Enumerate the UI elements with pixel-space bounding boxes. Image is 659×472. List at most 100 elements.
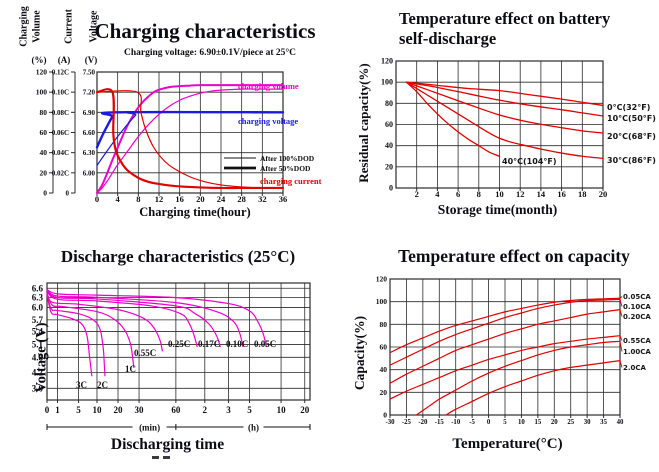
x-tick-label: 1	[55, 405, 60, 415]
x-tick-label: -5	[469, 419, 475, 426]
x-tick-label: 20	[551, 419, 558, 426]
x-tick-label: 32	[258, 194, 267, 204]
curve-label: charging voltage	[238, 116, 298, 126]
x-tick-label: 10	[518, 419, 525, 426]
series-1.00ca	[415, 340, 621, 416]
x-tick-label: 4	[435, 189, 440, 199]
x-tick-label: 0	[45, 405, 50, 415]
series-10-c-50-f-	[405, 81, 604, 117]
y-tick-label: 5.7	[32, 315, 44, 325]
selfdischarge-xaxis-label: Storage time(month)	[437, 202, 558, 217]
volume-axis-unit: (%)	[31, 55, 47, 65]
x-tick-label: 12	[155, 194, 164, 204]
series-0.55c	[46, 291, 163, 352]
y-tick-label: 100	[376, 297, 388, 306]
x-tick-label: 16	[175, 194, 184, 204]
curve-label: 2C	[97, 380, 108, 390]
y-tick-label: 120	[381, 57, 393, 66]
x-tick-label: 60	[171, 405, 181, 415]
y-tick-label: 40	[40, 148, 48, 157]
x-tick-label: 3	[226, 405, 231, 415]
y-tick-label: 60	[40, 128, 48, 137]
y-tick-label: 0	[383, 411, 387, 420]
y-tick-label: 80	[385, 99, 393, 108]
capacity-yaxis-label: Capacity(%)	[352, 315, 367, 391]
series-0.10c	[46, 289, 244, 348]
y-tick-label: 0	[43, 189, 47, 198]
y-tick-label: 80	[40, 108, 48, 117]
y-tick-label: 3.0	[32, 383, 44, 393]
y-tick-label: 0.04C	[52, 149, 69, 157]
y-tick-label: 40	[380, 365, 388, 374]
curve-label: 2.0CA	[623, 364, 647, 372]
label-leader-line	[619, 296, 623, 299]
y-tick-label: 5.1	[32, 339, 44, 349]
current-axis-unit: (A)	[57, 55, 71, 65]
y-tick-label: 7.50	[83, 69, 96, 77]
series-30-c-86-f-	[405, 81, 604, 160]
x-tick-label: 2	[415, 189, 419, 199]
series-0-c-32-f-	[405, 81, 604, 107]
capacity-xaxis-label: Temperature(°C)	[452, 436, 563, 452]
y-tick-label: 6.6	[32, 283, 44, 293]
x-tick-label: 30	[584, 419, 591, 426]
x-tick-label: 10	[92, 405, 102, 415]
y-tick-label: 7.20	[83, 89, 96, 97]
y-tick-label: 0	[66, 190, 70, 198]
x-tick-label: 5	[503, 419, 507, 426]
y-tick-label: 6.60	[83, 129, 96, 137]
x-tick-label: 16	[557, 189, 566, 199]
x-tick-label: 5	[76, 405, 81, 415]
selfdischarge-yaxis-label: Residual capacity(%)	[356, 63, 371, 183]
series-0.05c	[46, 288, 267, 348]
y-tick-label: 20	[40, 168, 48, 177]
plot-frame	[389, 278, 621, 416]
y-tick-label: 20	[385, 162, 393, 171]
x-tick-label: 8	[477, 189, 481, 199]
legend-label: After 100%DOD	[260, 154, 315, 163]
series-1c	[46, 292, 135, 369]
series-2.0ca	[445, 360, 621, 416]
charging-xaxis-label: Charging time(hour)	[139, 205, 251, 219]
capacity-chart-title: Temperature effect on capacity	[398, 246, 630, 266]
charging-chart-title: Charging characteristics	[94, 19, 316, 43]
y-tick-label: 100	[381, 78, 393, 87]
x-tick-label: 0	[95, 194, 99, 204]
x-tick-label: 20	[599, 189, 608, 199]
y-tick-label: 0.06C	[52, 129, 69, 137]
series-charging-voltage-after-100%dod	[96, 111, 284, 167]
charging-volume-axis-title-line2: Volume	[31, 10, 43, 43]
x-tick-label: 28	[237, 194, 246, 204]
x-tick-label: 6	[456, 189, 460, 199]
x-tick-label: 10	[495, 189, 504, 199]
x-tick-label: 40	[617, 419, 624, 426]
series-3c	[46, 293, 93, 377]
label-leader-line	[619, 299, 623, 307]
x-tick-label: 12	[516, 189, 525, 199]
y-tick-label: 6.90	[83, 109, 96, 117]
x-tick-label: 15	[534, 419, 541, 426]
x-tick-label: 20	[196, 194, 205, 204]
y-tick-label: 60	[385, 120, 393, 129]
charging-chart-subtitle: Charging voltage: 6.90±0.1V/piece at 25°…	[123, 48, 297, 58]
curve-label: 1C	[125, 364, 136, 374]
series-20-c-68-f-	[405, 81, 604, 134]
curve-label: 0.17C	[198, 339, 220, 349]
current-axis-title: Current	[63, 9, 75, 44]
series-40-c-104-f-	[405, 81, 501, 157]
plot-frame	[46, 282, 311, 401]
x-tick-label: -30	[385, 419, 395, 426]
unit-label-h: (h)	[248, 423, 259, 433]
cropped-text-artifact	[152, 456, 159, 459]
selfdischarge-chart-title-line2: self-discharge	[399, 29, 497, 48]
curve-label: 0.10CA	[623, 303, 651, 311]
plot-frame	[96, 71, 284, 194]
y-tick-label: 40	[385, 141, 393, 150]
y-tick-label: 120	[36, 68, 48, 77]
x-tick-label: 0	[487, 419, 491, 426]
x-tick-label: 24	[217, 194, 226, 204]
curve-label: 3C	[76, 380, 87, 390]
series-0.05ca	[389, 297, 621, 354]
curve-label: 0.05CA	[623, 293, 651, 301]
